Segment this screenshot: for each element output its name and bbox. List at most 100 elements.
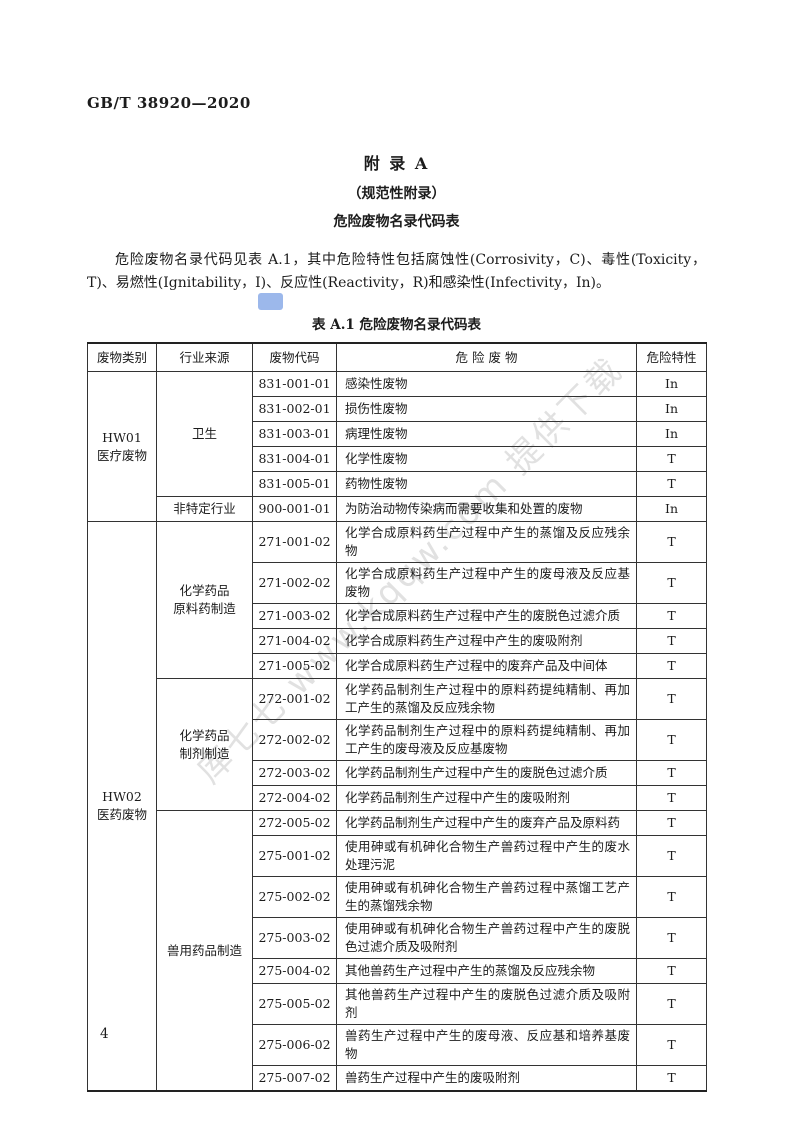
hazard-property-cell: T	[636, 471, 707, 497]
table-row: 272-004-02 化学药品制剂生产过程中产生的废吸附剂 T	[88, 785, 707, 811]
appendix-subtitle: （规范性附录）	[347, 186, 446, 202]
hazard-property-cell: T	[636, 876, 707, 918]
waste-code-cell: 275-005-02	[252, 983, 337, 1025]
hazard-property-cell: T	[636, 446, 707, 472]
table-header-row: 废物类别 行业来源 废物代码 危 险 废 物 危险特性	[87, 342, 707, 372]
waste-name-cell: 化学合成原料药生产过程中产生的废母液及反应基废物	[336, 562, 637, 604]
table-caption: 表 A.1 危险废物名录代码表	[312, 317, 481, 333]
table-row: 831-002-01 损伤性废物 In	[88, 396, 707, 422]
waste-code-cell: 271-002-02	[252, 562, 337, 604]
waste-code-cell: 831-004-01	[252, 446, 337, 472]
waste-name-cell: 化学药品制剂生产过程中的原料药提纯精制、再加工产生的蒸馏及反应残余物	[336, 678, 637, 720]
table-row: 271-004-02 化学合成原料药生产过程中产生的废吸附剂 T	[88, 628, 707, 654]
waste-code-cell: 831-003-01	[252, 421, 337, 447]
hazard-property-cell: T	[636, 917, 707, 959]
appendix-name: 危险废物名录代码表	[333, 214, 460, 230]
table-row: 275-004-02 其他兽药生产过程中产生的蒸馏及反应残余物 T	[88, 958, 707, 984]
header-hazard-property: 危险特性	[636, 342, 707, 372]
waste-name-cell: 感染性废物	[336, 371, 637, 397]
waste-name-cell: 化学合成原料药生产过程中产生的废吸附剂	[336, 628, 637, 654]
table-row: 271-005-02 化学合成原料药生产过程中的废弃产品及中间体 T	[88, 653, 707, 679]
waste-code-cell: 272-002-02	[252, 719, 337, 761]
waste-name-cell: 化学合成原料药生产过程中产生的废脱色过滤介质	[336, 603, 637, 629]
waste-category-cell: HW02 医药废物	[87, 521, 157, 1092]
hazard-property-cell: T	[636, 810, 707, 836]
waste-code-cell: 271-005-02	[252, 653, 337, 679]
waste-name-cell: 使用砷或有机砷化合物生产兽药过程中产生的废脱色过滤介质及吸附剂	[336, 917, 637, 959]
table-row: 275-003-02 使用砷或有机砷化合物生产兽药过程中产生的废脱色过滤介质及吸附…	[88, 917, 707, 959]
waste-name-cell: 使用砷或有机砷化合物生产兽药过程中蒸馏工艺产生的蒸馏残余物	[336, 876, 637, 918]
waste-name-cell: 使用砷或有机砷化合物生产兽药过程中产生的废水处理污泥	[336, 835, 637, 877]
waste-name-cell: 化学合成原料药生产过程中产生的蒸馏及反应残余物	[336, 521, 637, 563]
waste-code-cell: 271-003-02	[252, 603, 337, 629]
intro-paragraph: 危险废物名录代码见表 A.1，其中危险特性包括腐蚀性(Corrosivity，C…	[87, 252, 706, 291]
waste-name-cell: 化学药品制剂生产过程中的原料药提纯精制、再加工产生的废母液及反应基废物	[336, 719, 637, 761]
header-waste-category: 废物类别	[87, 342, 157, 372]
hazard-property-cell: In	[636, 371, 707, 397]
table-row: HW01 医疗废物 卫生 831-001-01 感染性废物 In	[87, 371, 707, 522]
waste-code-cell: 831-005-01	[252, 471, 337, 497]
waste-name-cell: 其他兽药生产过程中产生的废脱色过滤介质及吸附剂	[336, 983, 637, 1025]
table-row: 275-001-02 使用砷或有机砷化合物生产兽药过程中产生的废水处理污泥 T	[88, 835, 707, 877]
table-row: 275-002-02 使用砷或有机砷化合物生产兽药过程中蒸馏工艺产生的蒸馏残余物 T	[88, 876, 707, 918]
waste-code-cell: 275-006-02	[252, 1024, 337, 1066]
table-row: 275-005-02 其他兽药生产过程中产生的废脱色过滤介质及吸附剂 T	[88, 983, 707, 1025]
industry-source-cell: 非特定行业	[156, 496, 253, 522]
hazard-property-cell: T	[636, 562, 707, 604]
appendix-title: 附 录 A	[363, 154, 430, 173]
waste-name-cell: 化学药品制剂生产过程中产生的废脱色过滤介质	[336, 760, 637, 786]
table-row: 兽用药品制造 272-005-02 化学药品制剂生产过程中产生的废弃产品及原料药 T	[88, 810, 707, 1092]
waste-code-cell: 271-004-02	[252, 628, 337, 654]
hazard-property-cell: T	[636, 958, 707, 984]
table-row: HW02 医药废物 化学药品 原料药制造 271-001-02 化学合成原料药生产过程…	[87, 521, 707, 1092]
table-row: 272-002-02 化学药品制剂生产过程中的原料药提纯精制、再加工产生的废母液及…	[88, 719, 707, 761]
table-row: 831-003-01 病理性废物 In	[88, 421, 707, 447]
table-row: 275-007-02 兽药生产过程中产生的废吸附剂 T	[88, 1065, 707, 1092]
waste-code-cell: 831-002-01	[252, 396, 337, 422]
waste-name-cell: 化学药品制剂生产过程中产生的废吸附剂	[336, 785, 637, 811]
waste-code-cell: 272-004-02	[252, 785, 337, 811]
hazard-property-cell: T	[636, 1024, 707, 1066]
hazard-property-cell: T	[636, 719, 707, 761]
waste-name-cell: 化学性废物	[336, 446, 637, 472]
industry-source-cell: 兽用药品制造	[156, 810, 253, 1092]
waste-name-cell: 化学药品制剂生产过程中产生的废弃产品及原料药	[336, 810, 637, 836]
appendix-content: 附 录 A （规范性附录） 危险废物名录代码表 危险废物名录代码见表 A.1，其…	[87, 150, 707, 1092]
hazard-property-cell: T	[636, 835, 707, 877]
waste-name-cell: 化学合成原料药生产过程中的废弃产品及中间体	[336, 653, 637, 679]
hazard-property-cell: T	[636, 760, 707, 786]
table-row: 275-006-02 兽药生产过程中产生的废母液、反应基和培养基废物 T	[88, 1024, 707, 1066]
hazard-property-cell: T	[636, 603, 707, 629]
hazard-property-cell: T	[636, 983, 707, 1025]
waste-code-cell: 275-007-02	[252, 1065, 337, 1092]
waste-code-cell: 272-003-02	[252, 760, 337, 786]
table-row: 271-002-02 化学合成原料药生产过程中产生的废母液及反应基废物 T	[88, 562, 707, 604]
table-row: 非特定行业 900-001-01 为防治动物传染病而需要收集和处置的废物 In	[88, 496, 707, 522]
waste-name-cell: 为防治动物传染病而需要收集和处置的废物	[336, 496, 637, 522]
hazard-property-cell: In	[636, 496, 707, 522]
waste-code-cell: 900-001-01	[252, 496, 337, 522]
hazard-property-cell: T	[636, 1065, 707, 1092]
waste-name-cell: 其他兽药生产过程中产生的蒸馏及反应残余物	[336, 958, 637, 984]
waste-code-cell: 831-001-01	[252, 371, 337, 397]
hazard-property-cell: In	[636, 396, 707, 422]
hazard-property-cell: In	[636, 421, 707, 447]
code-table-body: HW01 医疗废物 卫生 831-001-01 感染性废物 In 831-002-01 损伤…	[87, 371, 707, 1092]
waste-code-cell: 272-005-02	[252, 810, 337, 836]
hazard-property-cell: T	[636, 653, 707, 679]
hazard-property-cell: T	[636, 678, 707, 720]
waste-code-cell: 271-001-02	[252, 521, 337, 563]
industry-source-cell: 化学药品 制剂制造	[156, 678, 253, 811]
waste-name-cell: 病理性废物	[336, 421, 637, 447]
header-hazardous-waste: 危 险 废 物	[336, 342, 637, 372]
page-number: 4	[100, 1026, 109, 1042]
header-industry-source: 行业来源	[156, 342, 253, 372]
hazardous-waste-code-table: 废物类别 行业来源 废物代码 危 险 废 物 危险特性 HW01 医疗废物 卫生 8…	[87, 342, 707, 1092]
waste-name-cell: 药物性废物	[336, 471, 637, 497]
industry-source-cell: 卫生	[156, 371, 253, 497]
table-row: 化学药品 制剂制造 272-001-02 化学药品制剂生产过程中的原料药提纯精制、再…	[88, 678, 707, 811]
waste-code-cell: 275-001-02	[252, 835, 337, 877]
waste-name-cell: 兽药生产过程中产生的废母液、反应基和培养基废物	[336, 1024, 637, 1066]
waste-category-cell: HW01 医疗废物	[87, 371, 157, 522]
